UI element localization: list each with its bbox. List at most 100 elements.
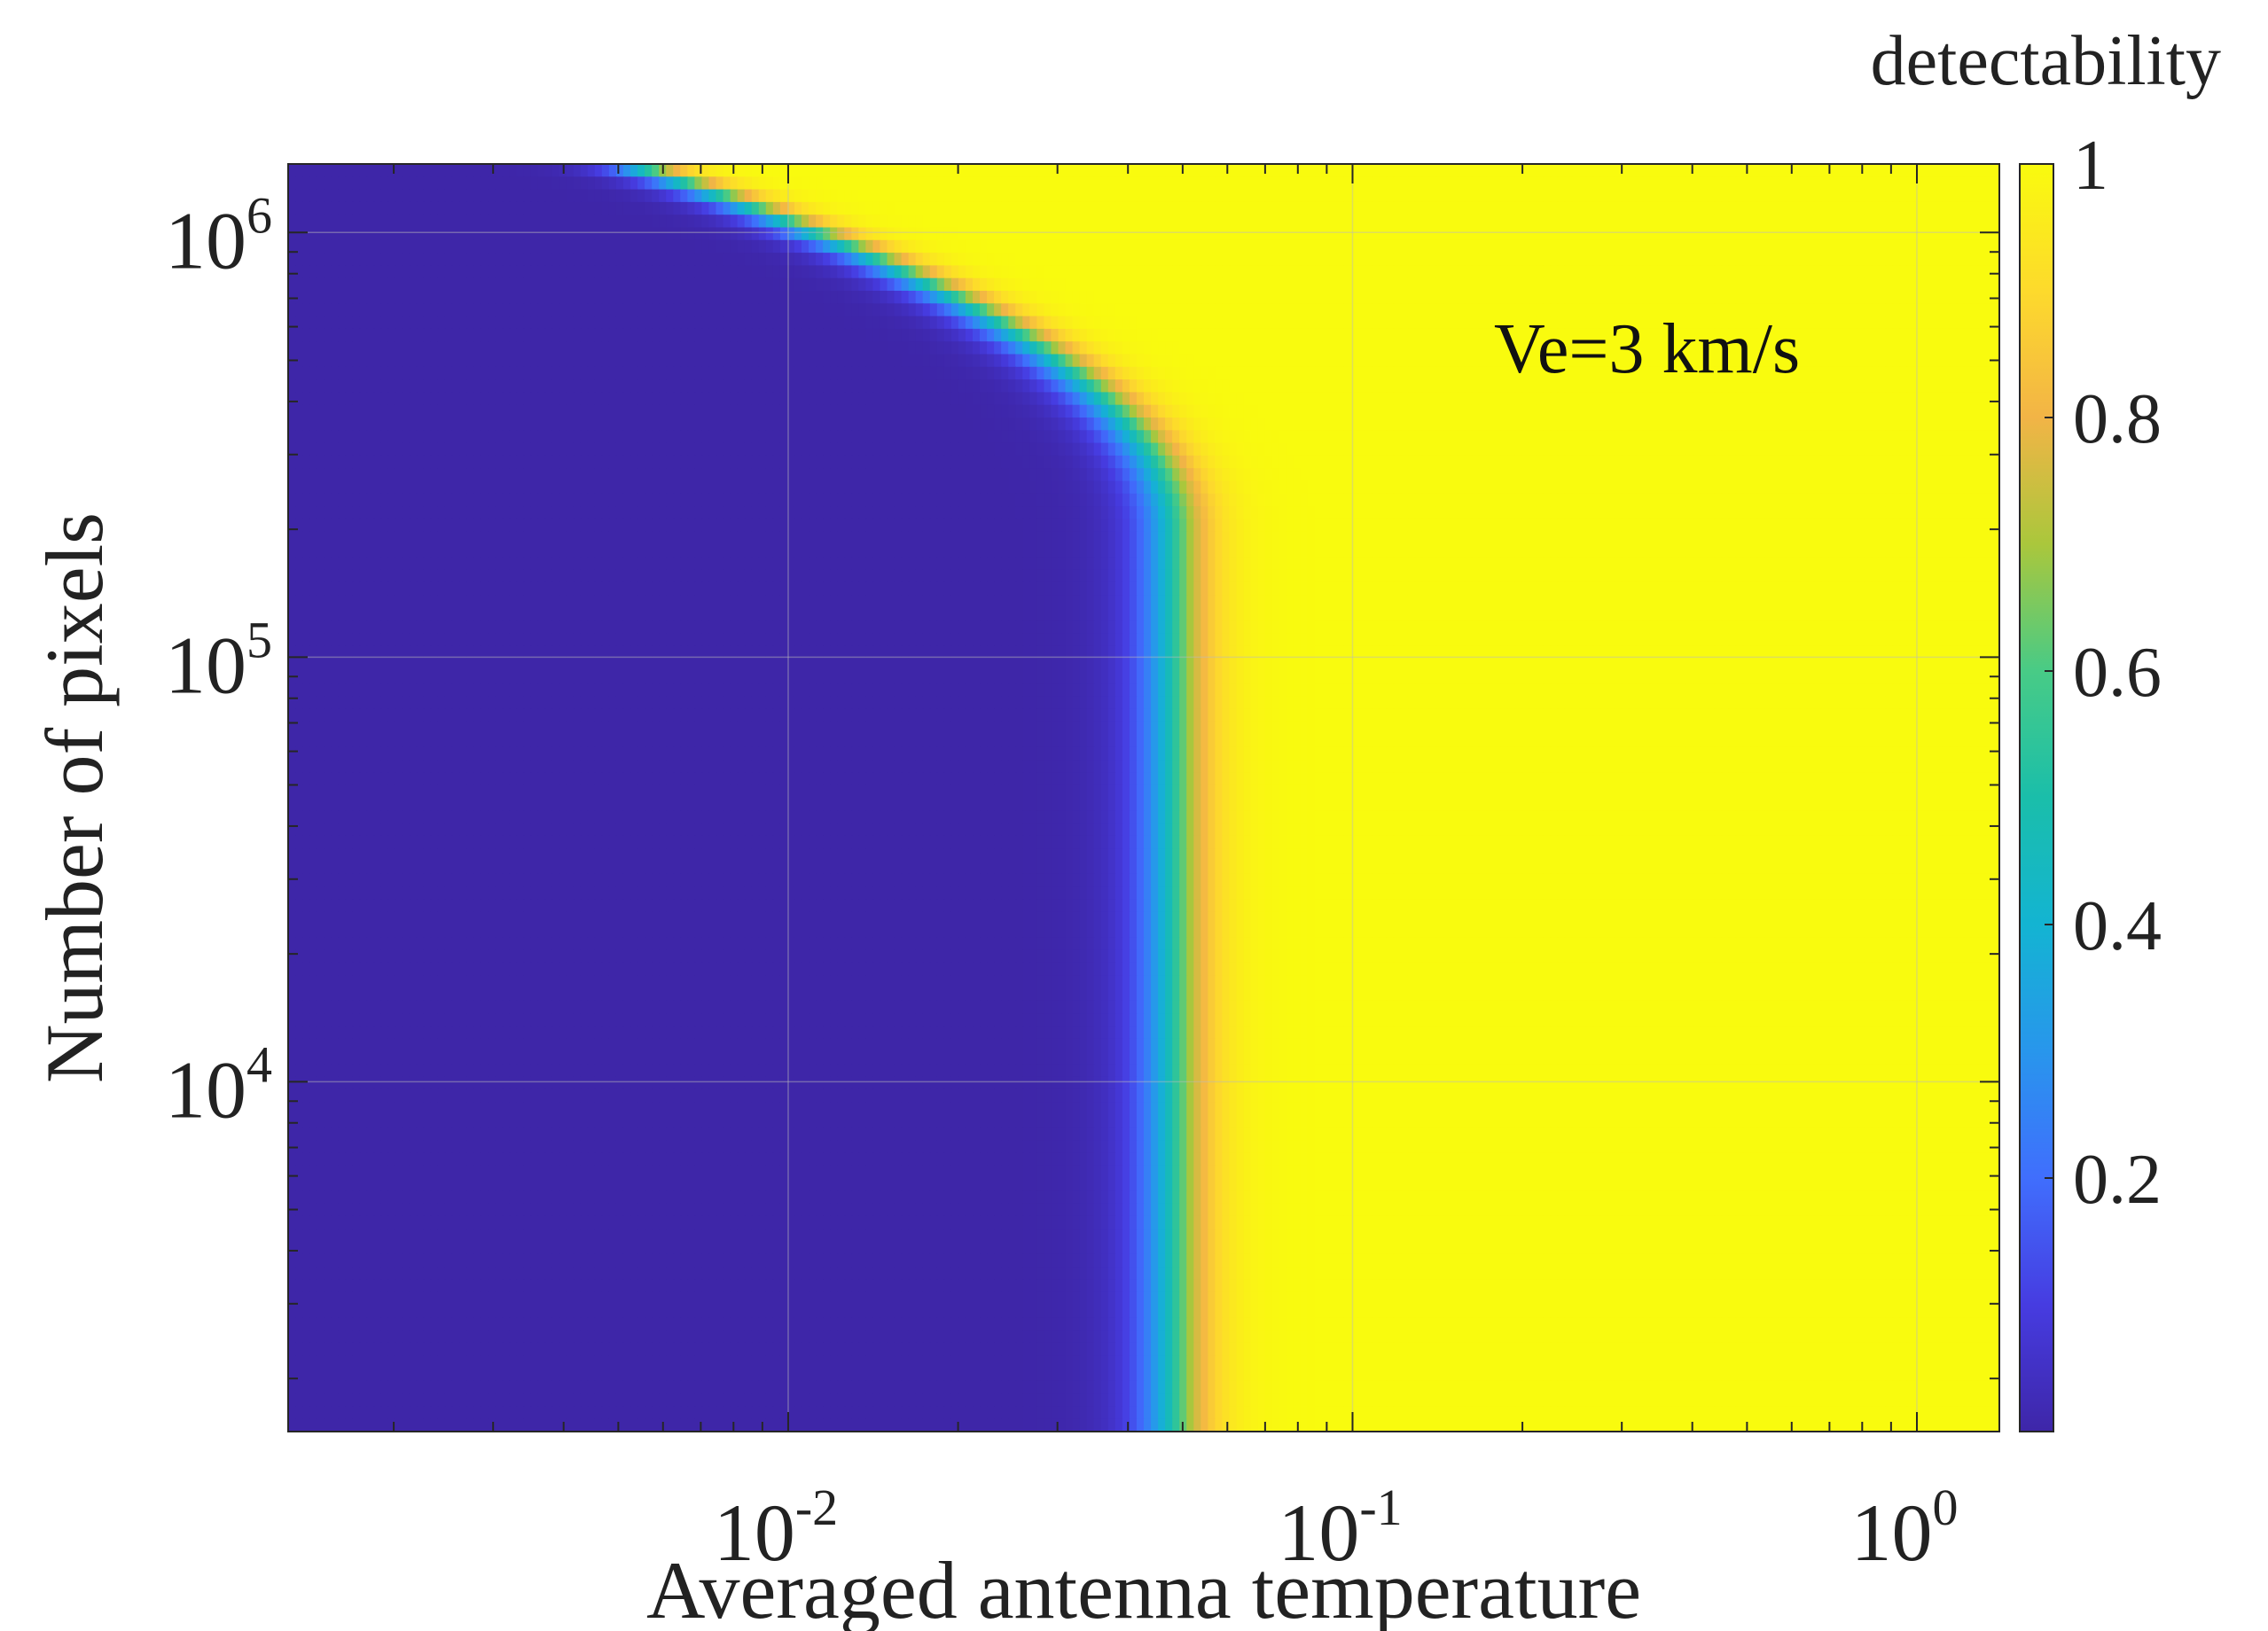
heatmap-cell xyxy=(1678,201,1686,215)
heatmap-cell xyxy=(416,328,425,342)
heatmap-cell xyxy=(1928,227,1936,241)
heatmap-cell xyxy=(1949,189,1958,203)
heatmap-cell xyxy=(1307,328,1316,342)
heatmap-cell xyxy=(1664,227,1672,241)
heatmap-cell xyxy=(437,316,446,330)
heatmap-cell xyxy=(1086,418,1095,432)
heatmap-cell xyxy=(530,328,539,342)
heatmap-cell xyxy=(772,239,781,254)
heatmap-cell xyxy=(1742,354,1751,368)
heatmap-cell xyxy=(416,164,425,178)
heatmap-cell xyxy=(837,316,846,330)
heatmap-cell xyxy=(980,215,988,229)
heatmap-cell xyxy=(943,164,952,178)
heatmap-cell xyxy=(459,303,467,317)
heatmap-cell xyxy=(1229,189,1238,203)
heatmap-cell xyxy=(851,392,860,406)
heatmap-cell xyxy=(1871,265,1880,279)
heatmap-cell xyxy=(1799,354,1808,368)
heatmap-cell xyxy=(1493,265,1501,279)
heatmap-cell xyxy=(1864,366,1873,380)
heatmap-cell xyxy=(459,328,467,342)
heatmap-cell xyxy=(1300,265,1309,279)
heatmap-cell xyxy=(1307,303,1316,317)
heatmap-cell xyxy=(1151,201,1159,215)
heatmap-cell xyxy=(1250,341,1259,355)
heatmap-cell xyxy=(1607,291,1615,305)
heatmap-cell xyxy=(915,164,924,178)
heatmap-cell xyxy=(1714,328,1723,342)
heatmap-cell xyxy=(615,265,624,279)
heatmap-cell xyxy=(1685,253,1694,267)
heatmap-cell xyxy=(1315,189,1323,203)
heatmap-cell xyxy=(716,328,724,342)
heatmap-cell xyxy=(1799,316,1808,330)
heatmap-cell xyxy=(1550,341,1559,355)
heatmap-cell xyxy=(1107,291,1116,305)
heatmap-cell xyxy=(1920,328,1929,342)
heatmap-cell xyxy=(502,176,511,191)
heatmap-cell xyxy=(559,303,567,317)
heatmap-cell xyxy=(830,176,839,191)
heatmap-cell xyxy=(1935,316,1943,330)
heatmap-cell xyxy=(943,379,952,394)
heatmap-cell xyxy=(1935,239,1943,254)
heatmap-cell xyxy=(1977,291,1986,305)
heatmap-cell xyxy=(1036,176,1045,191)
heatmap-cell xyxy=(1200,239,1209,254)
heatmap-cell xyxy=(366,418,375,432)
heatmap-cell xyxy=(1015,354,1024,368)
heatmap-cell xyxy=(1742,404,1751,418)
heatmap-cell xyxy=(687,277,696,292)
heatmap-cell xyxy=(1107,341,1116,355)
heatmap-cell xyxy=(1051,328,1060,342)
heatmap-cell xyxy=(1158,253,1166,267)
heatmap-cell xyxy=(1942,164,1951,178)
heatmap-cell xyxy=(1906,277,1915,292)
heatmap-cell xyxy=(1022,164,1031,178)
heatmap-cell xyxy=(302,164,310,178)
heatmap-cell xyxy=(324,341,332,355)
heatmap-cell xyxy=(1457,404,1466,418)
heatmap-cell xyxy=(608,341,617,355)
heatmap-cell xyxy=(1685,404,1694,418)
heatmap-cell xyxy=(872,253,881,267)
heatmap-cell xyxy=(865,164,874,178)
heatmap-cell xyxy=(723,366,731,380)
heatmap-cell xyxy=(1536,341,1545,355)
heatmap-cell xyxy=(872,316,881,330)
heatmap-cell xyxy=(1970,215,1979,229)
heatmap-cell xyxy=(809,366,817,380)
heatmap-cell xyxy=(1635,201,1644,215)
heatmap-cell xyxy=(473,291,481,305)
heatmap-cell xyxy=(1963,277,1972,292)
heatmap-cell xyxy=(1008,328,1017,342)
heatmap-cell xyxy=(994,341,1002,355)
heatmap-cell xyxy=(994,253,1002,267)
heatmap-cell xyxy=(1977,303,1986,317)
heatmap-cell xyxy=(1072,291,1081,305)
heatmap-cell xyxy=(331,215,340,229)
heatmap-cell xyxy=(1407,291,1416,305)
heatmap-cell xyxy=(1956,201,1965,215)
heatmap-cell xyxy=(366,215,375,229)
heatmap-cell xyxy=(751,176,760,191)
heatmap-cell xyxy=(1386,227,1395,241)
heatmap-cell xyxy=(872,366,881,380)
heatmap-cell xyxy=(1215,265,1224,279)
heatmap-cell xyxy=(1920,392,1929,406)
heatmap-cell xyxy=(1878,328,1887,342)
heatmap-cell xyxy=(1942,341,1951,355)
heatmap-cell xyxy=(1536,418,1545,432)
heatmap-cell xyxy=(409,316,418,330)
heatmap-cell xyxy=(1721,227,1730,241)
heatmap-cell xyxy=(615,291,624,305)
heatmap-cell xyxy=(481,291,489,305)
heatmap-cell xyxy=(1257,303,1266,317)
heatmap-cell xyxy=(1165,341,1173,355)
heatmap-cell xyxy=(437,404,446,418)
heatmap-cell xyxy=(1122,316,1130,330)
heatmap-cell xyxy=(1920,316,1929,330)
heatmap-cell xyxy=(402,189,411,203)
heatmap-cell xyxy=(338,354,347,368)
